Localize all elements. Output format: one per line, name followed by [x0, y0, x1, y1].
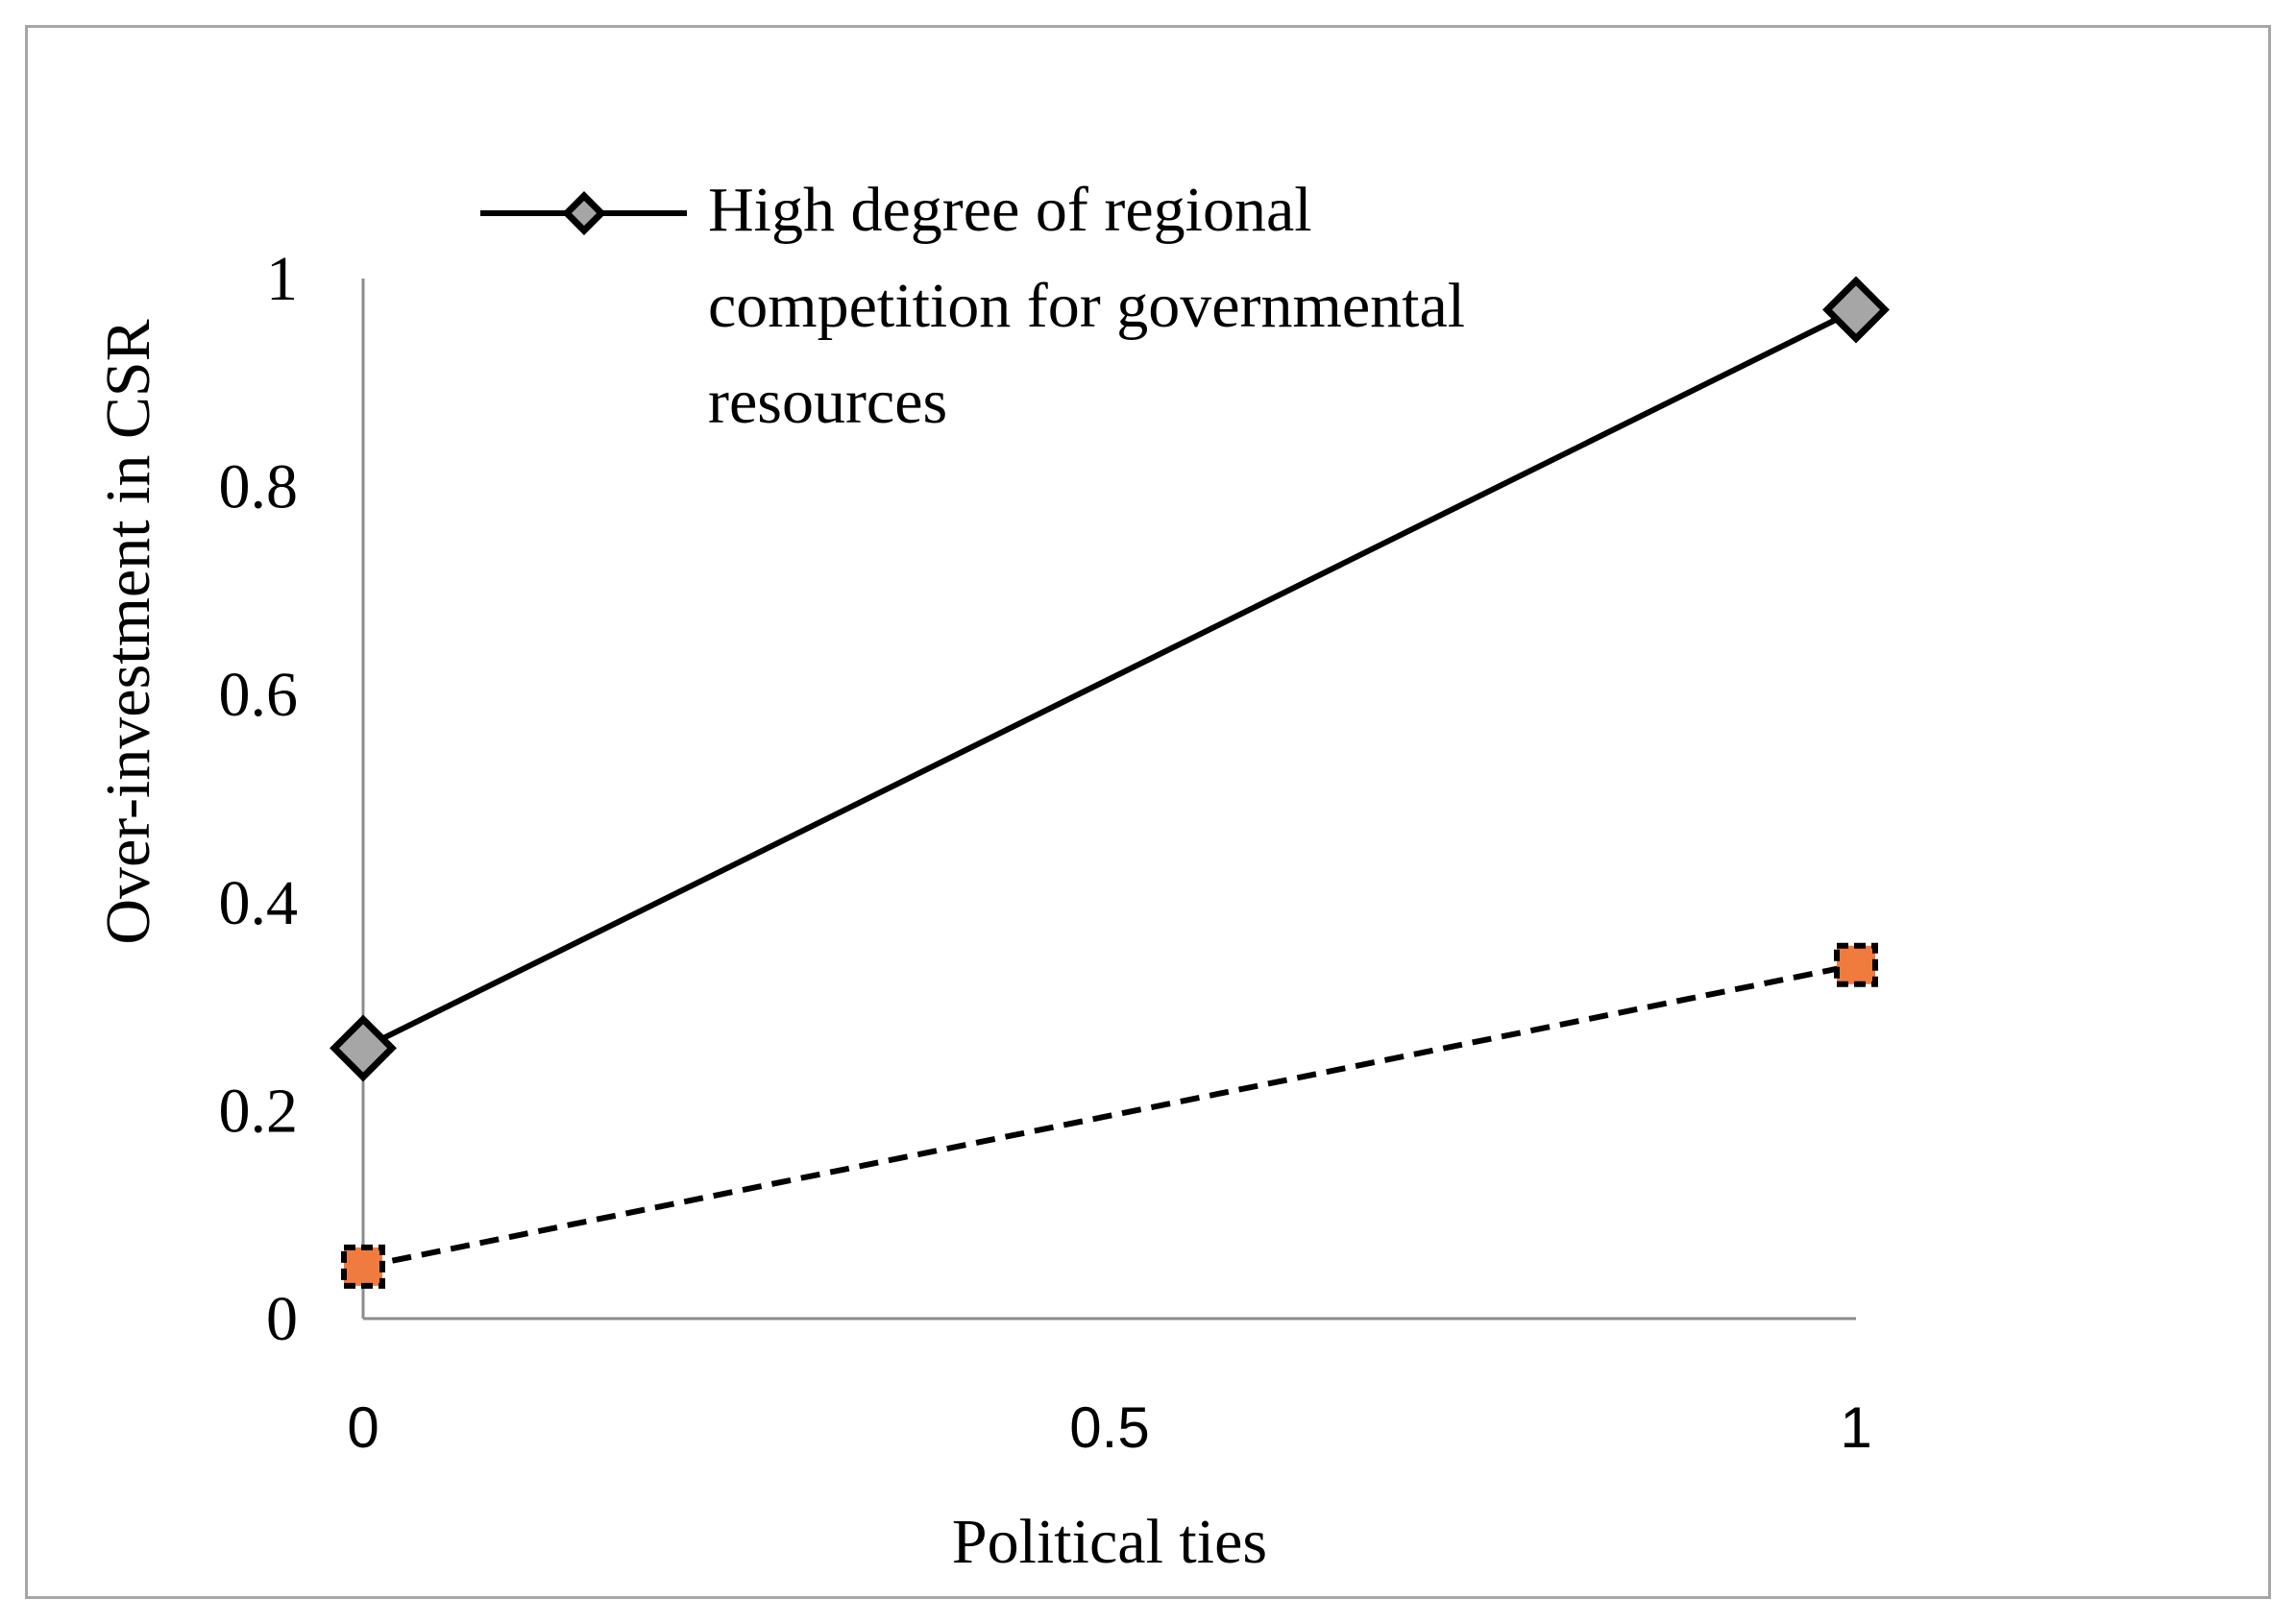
y-tick-label: 0.6 — [219, 660, 299, 730]
y-tick-label: 0.2 — [219, 1076, 299, 1146]
legend-marker — [562, 191, 606, 235]
legend: High degree of regional competition for g… — [480, 175, 1465, 437]
y-tick-label: 0.4 — [219, 868, 299, 938]
x-tick-label: 0 — [347, 1395, 379, 1460]
series-layer — [330, 276, 1890, 1289]
x-axis-label: Political ties — [952, 1507, 1267, 1577]
series-0-line — [361, 306, 1858, 1052]
y-tick-label: 1 — [266, 244, 298, 314]
axes: 0 0.2 0.4 0.6 0.8 1 0 0.5 1 — [219, 244, 1872, 1460]
series-1-point — [341, 1244, 385, 1289]
chart-frame — [25, 25, 2271, 1599]
series-1-line — [362, 961, 1857, 1270]
x-tick-label: 0.5 — [1069, 1395, 1149, 1460]
legend-label-line: competition for governmental — [708, 271, 1465, 341]
y-axis-label: Over-investment in CSR — [93, 319, 163, 944]
x-tick-label: 1 — [1840, 1395, 1871, 1460]
series-0-point — [1822, 276, 1890, 344]
y-tick-label: 0 — [266, 1284, 298, 1354]
y-tick-label: 0.8 — [219, 452, 299, 522]
series-0-point — [330, 1014, 397, 1082]
series-1-point — [1834, 942, 1878, 987]
legend-label-line: resources — [708, 367, 947, 437]
legend-label-line: High degree of regional — [708, 175, 1312, 245]
